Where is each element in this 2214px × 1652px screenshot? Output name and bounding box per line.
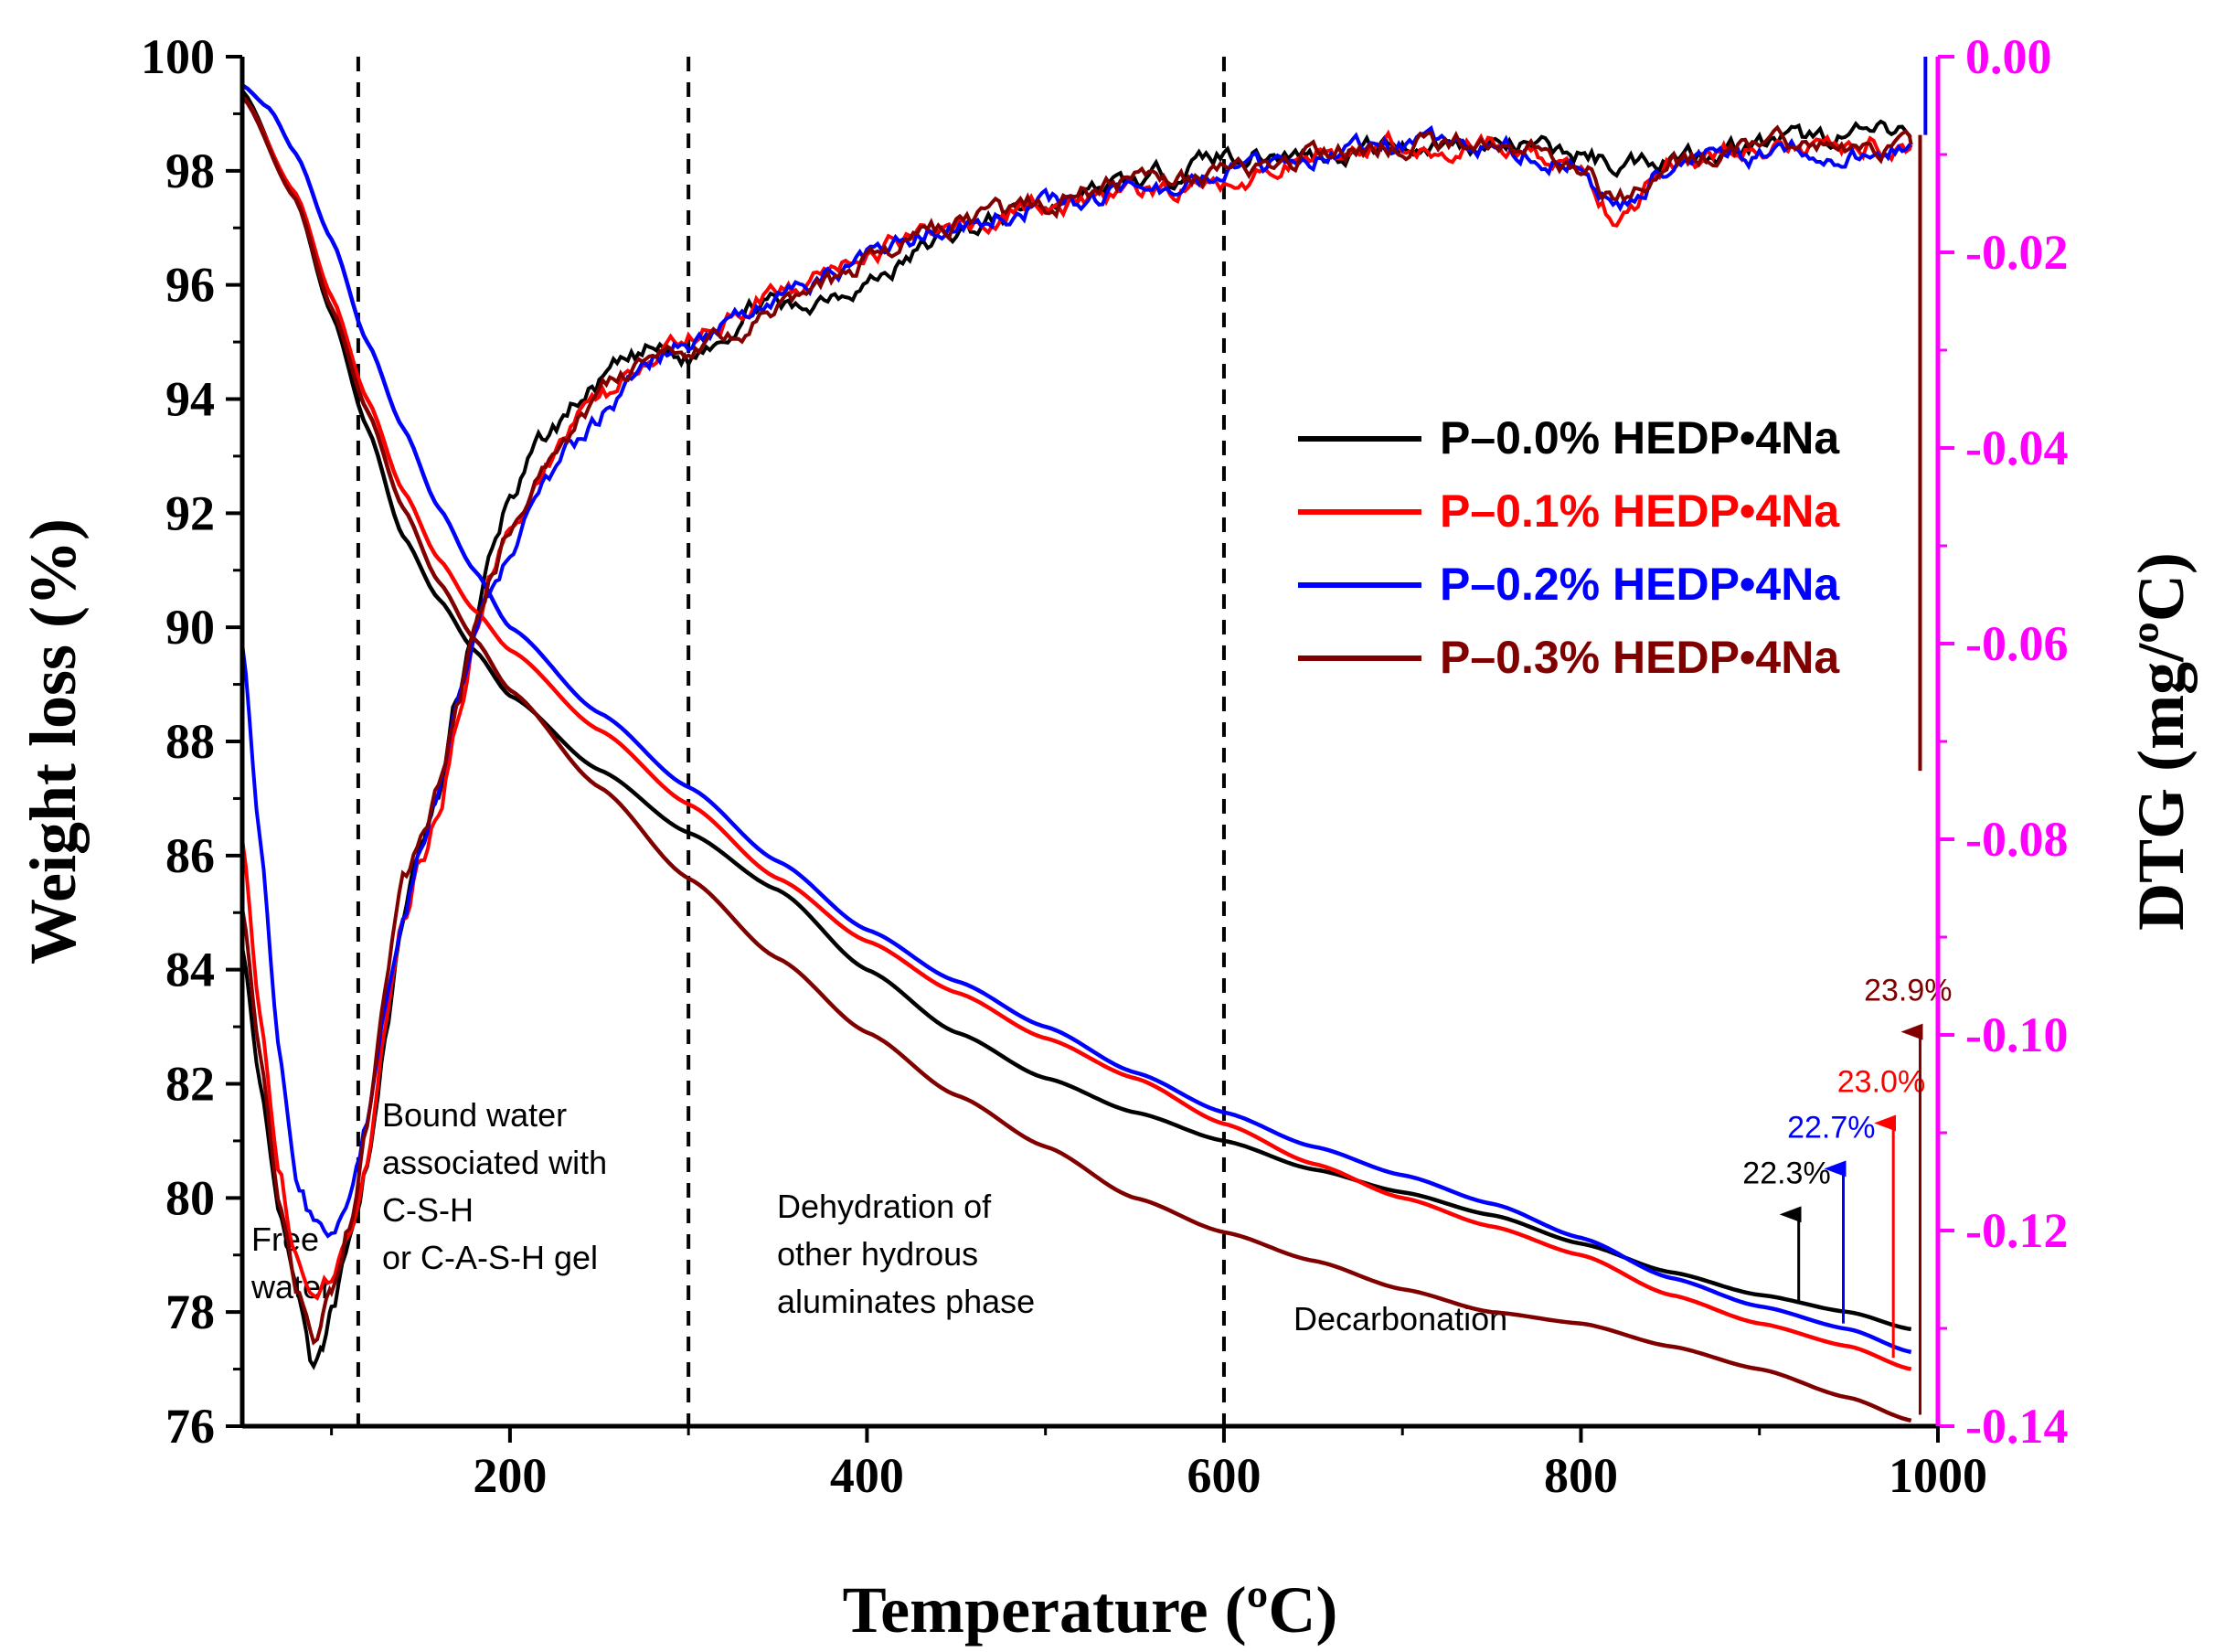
y-right-tick-label: -0.14 [1965,1399,2068,1454]
y-left-tick-label: 92 [165,485,215,540]
y-left-tick-label: 90 [165,600,215,655]
y-left-tick-label: 86 [165,828,215,883]
x-tick-label: 400 [830,1448,904,1503]
mass-loss-label: 23.0% [1837,1064,1925,1099]
region-label: other hydrous [777,1235,978,1273]
region-label: aluminates phase [777,1283,1035,1320]
mass-loss-arrows: 22.3%22.7%23.0%23.9% [1742,974,1952,1415]
x-axis-title: Temperature (ºC) [843,1573,1338,1647]
tg-curve [240,83,1912,1355]
axes: 76 78 80 82 84 86 88 90 92 94 96 98 100 -0.14 -0.12 -0.… [16,29,2198,1647]
y-right-axis-title: DTG (mg/ºC) [2124,552,2198,931]
y-right-tick-label: -0.04 [1965,421,2068,475]
y-right-tick-label: -0.10 [1965,1007,2068,1062]
legend-label: P–0.2% HEDP•4Na [1440,559,1840,610]
x-tick-label: 800 [1544,1448,1618,1503]
region-label: associated with [382,1144,607,1181]
y-left-tick-label: 76 [165,1399,215,1454]
mass-loss-label: 22.7% [1787,1110,1875,1145]
tg-curve [240,95,1912,1423]
x-tick-label: 200 [473,1448,547,1503]
legend-label: P–0.3% HEDP•4Na [1440,632,1840,683]
y-right-tick-label: -0.08 [1965,812,2068,867]
y-left-tick-label: 98 [165,144,215,198]
y-left-axis-title: Weight loss (%) [16,518,90,965]
tg-curve [240,95,1912,1371]
y-right-tick-label: 0.00 [1965,29,2052,84]
region-label: or C-A-S-H gel [382,1239,598,1276]
y-left-tick-label: 82 [165,1057,215,1112]
dtg-curve [240,124,1912,1239]
series-group [240,57,1928,1423]
y-left-tick-label: 96 [165,258,215,313]
legend-label: P–0.1% HEDP•4Na [1440,485,1840,537]
y-left-tick-label: 94 [165,372,215,427]
region-label: Dehydration of [777,1188,992,1225]
legend-label: P–0.0% HEDP•4Na [1440,412,1840,464]
x-tick-label: 600 [1187,1448,1261,1503]
y-left-tick-label: 78 [165,1284,215,1339]
legend: P–0.0% HEDP•4Na P–0.1% HEDP•4Na P–0.2% HED… [1298,412,1840,683]
y-left-tick-label: 84 [165,943,215,997]
y-left-tick-label: 80 [165,1170,215,1225]
y-left-tick-label: 88 [165,714,215,769]
y-right-tick-label: -0.02 [1965,225,2068,280]
mass-loss-label: 22.3% [1742,1156,1830,1190]
dtg-curve [240,124,1913,1346]
region-label: Bound water [382,1096,567,1134]
y-right-tick-label: -0.06 [1965,616,2068,671]
y-right-tick-label: -0.12 [1965,1203,2068,1258]
x-tick-label: 1000 [1889,1448,1987,1503]
region-label: C-S-H [382,1191,474,1229]
region-label: Decarbonation [1293,1300,1507,1338]
dtg-curve [240,129,1913,1301]
y-left-tick-label: 100 [141,29,215,84]
